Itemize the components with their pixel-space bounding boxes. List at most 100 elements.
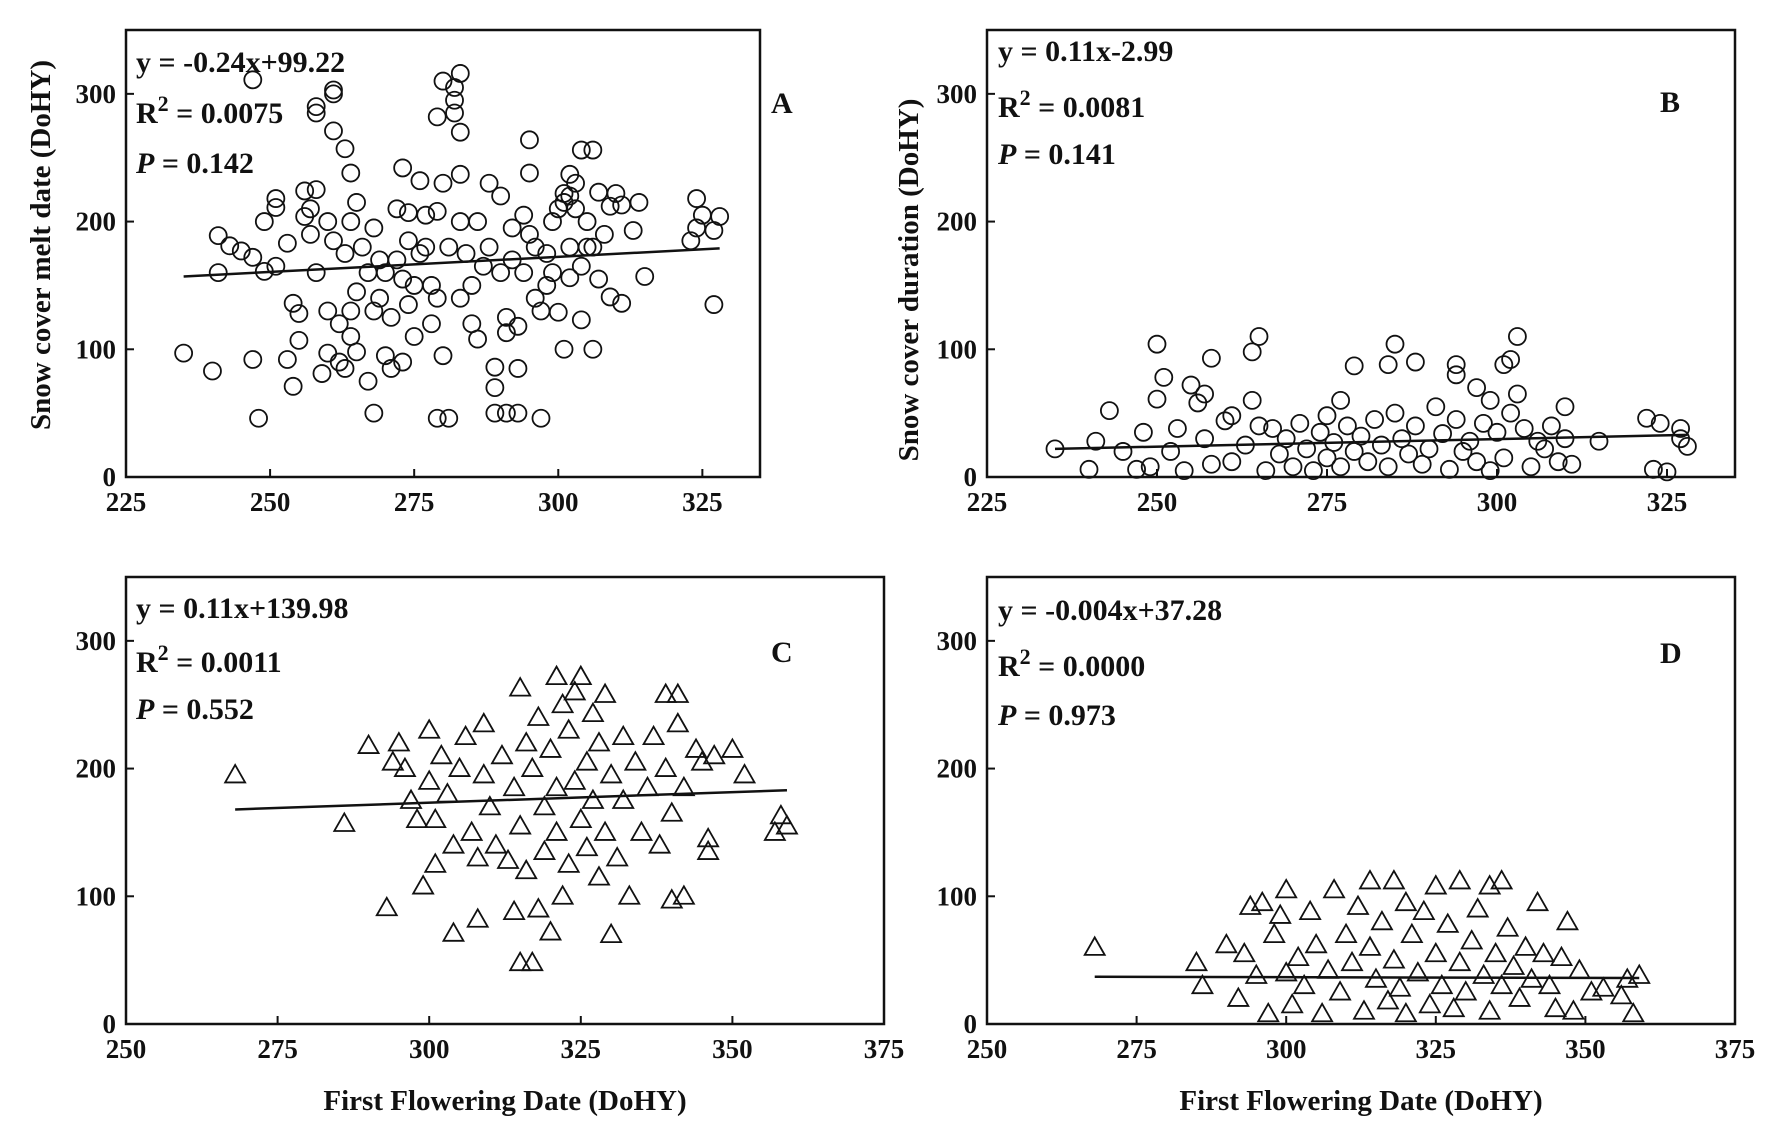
panel-a-ytick-label: 200	[76, 207, 117, 237]
panel-c-data-point	[623, 750, 647, 771]
panel-d-data-point	[1256, 1001, 1280, 1023]
panel-d-data-point	[1430, 973, 1454, 995]
panel-b-data-point	[1181, 375, 1201, 395]
panel-a-data-point	[341, 301, 361, 321]
panel-d-data-point	[1567, 958, 1591, 979]
panel-d-data-point	[1382, 948, 1406, 969]
panel-d-data-point	[1436, 912, 1460, 933]
panel-a-data-point	[514, 205, 534, 225]
panel-d-data-point	[1508, 986, 1532, 1007]
panel-a-ytick-label: 300	[76, 79, 117, 109]
panel-a-data-point	[560, 268, 580, 288]
panel-c-data-point	[593, 820, 617, 841]
panel-d-data-point	[1627, 963, 1651, 984]
panel-b-data-point	[1562, 454, 1582, 474]
panel-a-data-point	[427, 408, 447, 428]
panel-c-data-point	[544, 775, 569, 797]
panel-a-data-point	[364, 218, 384, 238]
panel-b-data-point	[1460, 431, 1480, 451]
panel-d-data-point	[1412, 899, 1436, 921]
panel-c-data-point	[599, 763, 623, 784]
panel-a-data-point	[496, 403, 516, 423]
panel-c-ytick-label: 200	[76, 754, 117, 784]
panel-c-data-point	[654, 756, 678, 777]
panel-c-data-point	[563, 680, 587, 701]
panel-c-data-point	[617, 884, 641, 905]
panel-d-data-point	[1298, 899, 1322, 921]
panel-b-data-point	[1270, 444, 1289, 464]
panel-d-data-point	[1496, 916, 1520, 937]
panel-a-data-point	[301, 224, 320, 244]
panel-c-data-point	[375, 895, 399, 917]
panel-c-data-point	[435, 782, 459, 803]
panel-d-data-point	[1454, 980, 1478, 1001]
panel-c-data-point	[551, 692, 575, 714]
panel-d-data-point	[1358, 869, 1382, 890]
panel-d-data-point	[1346, 894, 1370, 915]
panel-d-data-point	[1394, 1001, 1418, 1023]
panel-a-data-point	[422, 314, 441, 334]
panel-c-data-point	[223, 763, 247, 784]
panel-a-data-point	[318, 301, 338, 321]
panel-c-data-point	[672, 884, 696, 905]
panel-a-data-point	[704, 295, 724, 314]
panel-b: 225 250 275 300 325 0 100 200 300 y = 0.11x-2.99…	[937, 28, 1737, 517]
panel-d-data-point	[1543, 996, 1568, 1018]
panel-a-data-point	[329, 352, 349, 372]
panel-c-data-point	[581, 701, 605, 723]
panel-a-data-point	[445, 90, 464, 110]
panel-c-data-point	[538, 920, 563, 941]
panel-b-data-point	[1501, 350, 1520, 369]
panel-b-xtick-label: 325	[1647, 487, 1688, 517]
panel-c-data-point	[502, 899, 526, 921]
panel-a-data-point	[462, 276, 482, 295]
panel-b-data-point	[1276, 429, 1296, 449]
panel-a-data-point	[393, 269, 413, 289]
panel-c-data-point	[381, 750, 405, 771]
panel-d-data-point	[1352, 999, 1376, 1020]
panel-d-data-point	[1376, 989, 1400, 1010]
panel-b-data-point	[1419, 439, 1439, 459]
panel-b-data-point	[1242, 342, 1262, 362]
panel-b-data-point	[1399, 444, 1418, 464]
panel-b-equation: y = 0.11x-2.99	[998, 35, 1173, 68]
panel-b-data-point	[1494, 355, 1514, 375]
y-axis-title-melt-date: Snow cover melt date (DoHY)	[25, 60, 57, 430]
panel-c-data-point	[526, 897, 550, 918]
panel-a-data-point	[370, 288, 390, 308]
panel-a-data-point	[335, 244, 355, 263]
panel-d-ytick-label: 0	[964, 1009, 978, 1039]
panel-d-label: D	[1660, 637, 1682, 670]
panel-b-data-point	[1589, 431, 1609, 451]
panel-b-data-point	[1542, 416, 1561, 436]
panel-d-xtick-label: 375	[1715, 1034, 1756, 1064]
panel-a-data-point	[525, 237, 545, 257]
panel-c-ticks: 250 275 300 325 350 375 0 100 200 300	[76, 626, 905, 1064]
panel-a-data-point	[468, 212, 487, 231]
panel-c-data-point	[466, 846, 490, 867]
panel-a-data-point	[203, 361, 222, 381]
panel-a-data-point	[502, 218, 522, 238]
panel-a-data-point	[450, 64, 470, 83]
panel-b-data-point	[1555, 397, 1575, 417]
panel-a-data-point	[306, 180, 326, 200]
panel-d-data-point	[1358, 935, 1382, 956]
panel-a-data-point	[324, 84, 343, 104]
panel-a-data-point	[479, 173, 499, 193]
panel-b-data-point	[1249, 416, 1269, 436]
panel-d-data-point	[1448, 869, 1472, 890]
panel-a-data-point	[335, 359, 355, 378]
panel-d-data-point	[1083, 935, 1107, 956]
panel-b-data-point	[1426, 397, 1446, 417]
panel-a-data-point	[687, 189, 706, 208]
panel-c-r2: R2 = 0.0011	[136, 640, 282, 679]
panel-b-data-point	[1378, 457, 1398, 477]
panel-b-data-point	[1446, 365, 1466, 385]
panel-a-data-point	[589, 269, 609, 289]
panel-a-data-point	[531, 408, 551, 428]
panel-b-data-point	[1412, 454, 1432, 474]
panel-b-xtick-label: 275	[1307, 487, 1348, 517]
panel-a-data-point	[450, 122, 470, 142]
panel-d-data-point	[1549, 945, 1574, 966]
panel-c-data-point	[587, 865, 611, 886]
